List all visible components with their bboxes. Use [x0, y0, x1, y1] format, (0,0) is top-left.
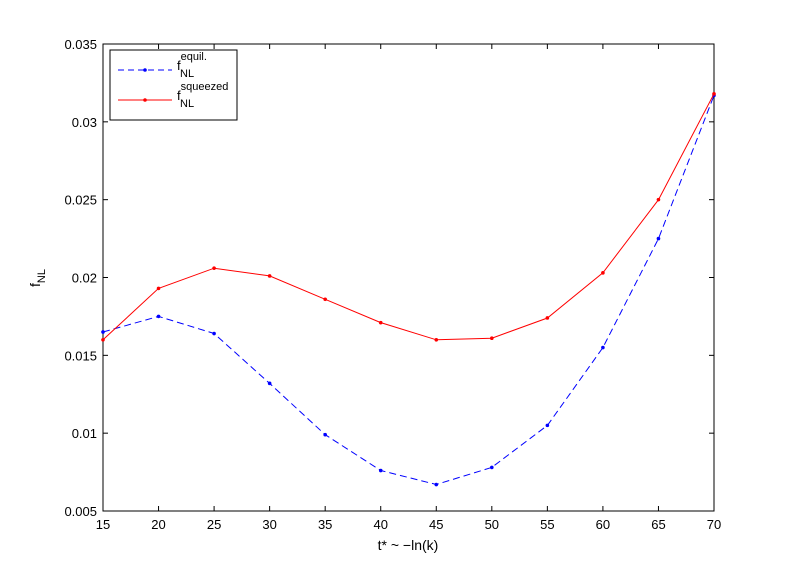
data-point-1	[545, 316, 550, 320]
data-point-0	[601, 345, 605, 350]
legend-label-equil-sub: NL	[180, 68, 194, 80]
series-layer	[101, 92, 716, 487]
x-tick-label: 30	[262, 517, 276, 532]
legend-equil-main: f	[177, 58, 181, 73]
data-point-1	[323, 297, 327, 302]
legend-marker-squeezed	[143, 98, 147, 102]
data-point-0	[156, 314, 161, 319]
x-tick-label: 40	[373, 517, 387, 532]
data-point-0	[323, 432, 327, 437]
data-point-1	[656, 197, 661, 202]
data-point-1	[490, 336, 494, 341]
y-axis-label-main: f	[27, 283, 43, 287]
data-point-0	[490, 465, 494, 470]
data-point-1	[101, 337, 105, 342]
x-axis-label: t* ~ −ln(k)	[378, 537, 439, 553]
x-tick-label: 50	[485, 517, 499, 532]
data-point-1	[156, 286, 161, 291]
legend-marker-equil	[143, 68, 147, 72]
legend-label-equil: fequil.	[177, 51, 207, 73]
data-point-0	[267, 381, 272, 386]
legend-equil-sup: equil.	[181, 51, 207, 63]
data-point-1	[267, 274, 272, 278]
svg-text:fNL: fNL	[27, 269, 48, 287]
y-tick-label: 0.03	[72, 115, 97, 130]
data-point-1	[434, 337, 439, 342]
data-point-1	[212, 266, 216, 270]
y-axis-label: fNL	[27, 269, 48, 287]
legend-squeezed-main: f	[177, 88, 181, 103]
data-point-0	[545, 423, 550, 428]
y-tick-label: 0.02	[72, 271, 97, 286]
y-tick-label: 0.025	[64, 193, 97, 208]
y-tick-label: 0.015	[64, 348, 97, 363]
legend: fequil. NL fsqueezed NL	[109, 49, 238, 121]
data-point-0	[212, 331, 216, 336]
legend-label-squeezed-sub: NL	[180, 98, 194, 110]
x-tick-label: 65	[651, 517, 665, 532]
legend-box	[109, 49, 238, 121]
axis-ticks	[102, 43, 715, 512]
data-point-0	[656, 236, 661, 241]
data-point-1	[601, 271, 605, 275]
y-axis-label-sub: NL	[36, 269, 48, 283]
x-tick-label: 70	[707, 517, 721, 532]
x-tick-label: 45	[429, 517, 443, 532]
data-point-1	[712, 92, 716, 96]
series-line-1	[102, 93, 715, 341]
data-point-0	[101, 330, 105, 334]
y-tick-label: 0.035	[64, 37, 97, 52]
data-point-0	[434, 482, 439, 487]
x-tick-label: 55	[540, 517, 554, 532]
y-tick-label: 0.005	[64, 504, 97, 519]
x-tick-label: 60	[596, 517, 610, 532]
plot-area	[102, 43, 715, 512]
data-point-0	[378, 468, 383, 473]
tick-labels: 15 20 25 30 35 40 45 50 55 60 65 70 0.005 0.01 0.015 0.…	[64, 37, 721, 532]
series-line-0	[102, 95, 715, 486]
x-tick-label: 25	[207, 517, 221, 532]
x-tick-label: 20	[151, 517, 165, 532]
x-tick-label: 15	[96, 517, 110, 532]
data-point-1	[378, 320, 383, 325]
legend-label-squeezed: fsqueezed	[177, 81, 228, 103]
y-tick-label: 0.01	[72, 426, 97, 441]
legend-squeezed-sup: squeezed	[181, 81, 229, 93]
x-tick-label: 35	[318, 517, 332, 532]
